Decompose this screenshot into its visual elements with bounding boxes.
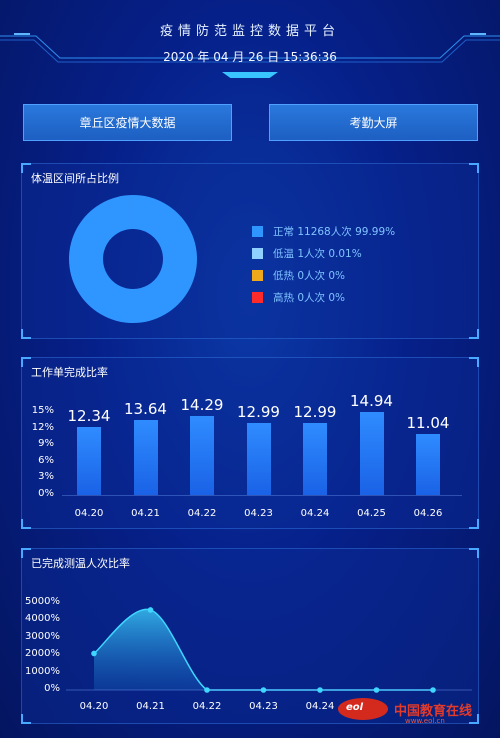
bar-value-label: 12.34	[67, 406, 111, 425]
x-tick-label: 04.25	[357, 508, 386, 519]
y-tick-label: 6%	[38, 454, 54, 466]
bar-value-label: 12.99	[293, 403, 337, 422]
district-data-button[interactable]: 章丘区疫情大数据	[23, 104, 232, 141]
x-tick-label: 04.24	[305, 701, 335, 712]
area-svg	[66, 607, 472, 693]
legend-label: 正常 11268人次 99.99%	[273, 225, 396, 238]
bar	[416, 433, 440, 495]
watermark-url: www.eol.cn	[405, 717, 445, 725]
y-tick-label: 15%	[31, 405, 54, 416]
area-point	[91, 650, 97, 657]
temp-rate-area-chart: 5000% 4000% 3000% 2000% 1000% 0% 04.20 04.21 04.…	[22, 549, 480, 725]
y-tick-label: 3%	[38, 471, 54, 483]
bar-value-label: 13.64	[124, 399, 167, 418]
legend-label: 高热 0人次 0%	[273, 291, 346, 304]
watermark-text: 中国教育在线	[394, 703, 473, 719]
legend-item: 高热 0人次 0%	[252, 286, 395, 308]
datetime: 2020 年 04 月 26 日 15:36:36	[163, 50, 337, 64]
area-point	[430, 687, 436, 693]
legend-item: 低温 1人次 0.01%	[252, 242, 395, 264]
x-tick-label: 04.20	[74, 508, 104, 519]
area-point	[204, 687, 210, 693]
workorder-panel-title: 工作单完成比率	[31, 366, 108, 379]
x-tick-label: 04.21	[136, 701, 165, 712]
attendance-screen-button[interactable]: 考勤大屏	[269, 104, 478, 141]
bar	[77, 426, 101, 495]
bar-value-label: 12.99	[237, 403, 280, 422]
legend-swatch	[252, 269, 263, 281]
y-tick-label: 0%	[38, 488, 54, 499]
area-point	[317, 687, 323, 693]
area-point	[373, 687, 380, 693]
y-tick-label: 5000%	[25, 596, 60, 607]
eol-logo: eol	[338, 698, 388, 720]
legend-item: 低热 0人次 0%	[252, 264, 395, 286]
bar	[303, 423, 327, 495]
x-tick-label: 04.22	[192, 701, 222, 712]
eol-watermark: eol 中国教育在线	[338, 696, 488, 722]
x-axis-line	[62, 495, 462, 496]
temp-rate-panel: 已完成测温人次比率 5000% 4000% 3000% 2000% 1000% 0% 04.…	[21, 548, 479, 724]
temp-rate-panel-title: 已完成测温人次比率	[31, 557, 130, 570]
temperature-panel-title: 体温区间所占比例	[31, 172, 119, 185]
bar-value-label: 14.94	[350, 392, 393, 411]
donut-slice-0	[68, 195, 197, 323]
legend-swatch	[252, 247, 263, 259]
legend-label: 低热 0人次 0%	[273, 269, 346, 282]
area-point	[260, 687, 267, 693]
x-tick-label: 04.26	[413, 508, 443, 519]
x-tick-label: 04.23	[244, 508, 273, 519]
x-tick-label: 04.23	[249, 701, 278, 712]
x-tick-label: 04.22	[187, 508, 217, 519]
temperature-donut-chart	[68, 195, 197, 323]
y-tick-label: 9%	[38, 438, 54, 450]
header-frame	[0, 33, 500, 63]
legend-label: 低温 1人次 0.01%	[273, 247, 362, 260]
page-title: 疫情防范监控数据平台	[159, 24, 340, 39]
y-tick-label: 0%	[44, 683, 60, 694]
bar	[133, 419, 158, 495]
legend-item: 正常 11268人次 99.99%	[252, 220, 395, 242]
bar	[190, 415, 214, 495]
workorder-bar-chart: 15% 12% 9% 6% 3% 0% 12.34 04.20 13.64 04.21 14.29 0…	[22, 358, 480, 530]
header-indicator	[222, 72, 278, 78]
legend-swatch	[252, 291, 263, 303]
y-tick-label: 4000%	[25, 613, 60, 625]
header: 疫情防范监控数据平台 2020 年 04 月 26 日 15:36:36	[0, 0, 500, 78]
bar-value-label: 14.29	[180, 395, 224, 414]
workorder-panel: 工作单完成比率 15% 12% 9% 6% 3% 0% 12.34 04.20 13.64 04.…	[21, 357, 479, 529]
y-tick-label: 1000%	[25, 665, 60, 677]
y-tick-label: 3000%	[25, 630, 60, 642]
x-tick-label: 04.20	[79, 701, 109, 712]
temperature-panel: 体温区间所占比例 正常 11268人次 99.99% 低温 1人次 0.01% 低热…	[21, 163, 479, 339]
x-tick-label: 04.24	[300, 508, 330, 519]
bar	[246, 423, 271, 495]
legend-swatch	[252, 225, 263, 237]
area-point	[147, 607, 154, 613]
x-tick-label: 04.21	[131, 508, 160, 519]
y-tick-label: 12%	[31, 421, 54, 433]
bar	[359, 412, 384, 495]
temperature-legend: 正常 11268人次 99.99% 低温 1人次 0.01% 低热 0人次 0% 高热…	[252, 220, 395, 308]
y-tick-label: 2000%	[25, 648, 60, 660]
area-fill	[94, 609, 433, 690]
bar-value-label: 11.04	[406, 413, 450, 432]
